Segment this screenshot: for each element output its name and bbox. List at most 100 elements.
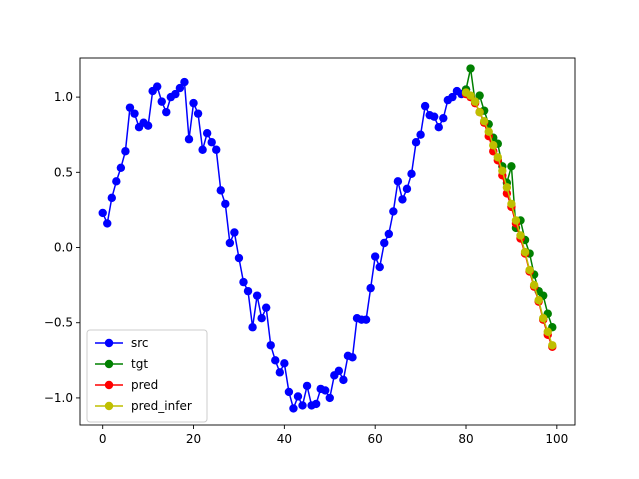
x-tick-label: 100: [545, 432, 568, 446]
data-point-src: [416, 130, 425, 139]
data-point-pred_infer: [516, 231, 525, 240]
x-tick-label: 0: [99, 432, 107, 446]
data-point-pred_infer: [466, 91, 475, 100]
data-point-src: [125, 103, 135, 112]
data-point-src: [193, 109, 203, 118]
data-point-src: [334, 366, 344, 376]
data-point-pred_infer: [539, 314, 548, 323]
data-point-src: [325, 393, 334, 403]
data-point-src: [130, 109, 139, 118]
data-point-src: [370, 252, 380, 261]
x-tick-label: 40: [277, 432, 292, 446]
data-point-pred_infer: [543, 327, 552, 336]
data-point-src: [448, 92, 457, 102]
data-point-src: [398, 195, 407, 204]
data-point-src: [375, 262, 384, 272]
y-tick-label: 1.0: [54, 90, 73, 104]
data-point-src: [384, 229, 394, 239]
data-point-pred_infer: [489, 141, 498, 150]
data-point-src: [361, 315, 371, 324]
data-point-src: [407, 169, 416, 179]
x-tick-label: 60: [368, 432, 383, 446]
data-point-src: [293, 392, 303, 401]
legend-item-pred_infer: pred_infer: [95, 399, 192, 413]
x-tick-label: 20: [186, 432, 201, 446]
data-point-src: [252, 291, 262, 300]
data-point-src: [225, 238, 235, 248]
legend-item-tgt: tgt: [95, 357, 148, 371]
data-point-src: [175, 83, 185, 93]
legend-label: pred: [131, 378, 158, 392]
data-point-src: [180, 77, 189, 87]
legend: src tgt pred pred_infer: [86, 329, 208, 423]
data-point-src: [261, 303, 271, 312]
plot-frame: [79, 57, 576, 426]
y-tick-label: 0.5: [54, 165, 73, 179]
data-point-src: [198, 145, 207, 154]
legend-item-pred: pred: [95, 378, 158, 392]
data-point-src: [121, 147, 130, 156]
legend-swatch-marker: [104, 338, 114, 348]
data-point-src: [321, 386, 330, 395]
data-point-src: [234, 253, 244, 263]
data-point-src: [339, 375, 348, 385]
data-point-src: [162, 107, 171, 117]
data-point-src: [402, 184, 412, 194]
y-tick-label: 0.0: [54, 241, 73, 255]
legend-swatch-marker: [104, 359, 114, 369]
data-point-src: [248, 323, 257, 332]
data-point-src: [289, 404, 298, 413]
data-point-src: [153, 82, 162, 91]
legend-label: src: [131, 336, 149, 350]
data-point-src: [221, 199, 230, 209]
data-point-src: [207, 138, 216, 147]
plot-layer: [98, 64, 557, 413]
data-point-src: [302, 381, 312, 391]
data-point-src: [298, 401, 307, 410]
data-point-src: [171, 89, 180, 99]
data-point-src: [157, 97, 166, 106]
data-point-tgt: [466, 64, 475, 73]
data-point-src: [271, 356, 280, 365]
data-point-src: [430, 112, 439, 121]
data-point-src: [112, 177, 121, 186]
data-point-src: [98, 208, 107, 218]
data-point-pred_infer: [511, 216, 521, 225]
data-point-pred_infer: [470, 97, 480, 106]
data-point-pred_infer: [479, 116, 489, 126]
data-point-src: [434, 122, 443, 132]
data-point-src: [311, 399, 321, 409]
data-point-src: [366, 283, 375, 293]
data-point-src: [202, 129, 212, 138]
data-point-pred_infer: [498, 166, 507, 176]
data-point-src: [212, 145, 221, 154]
y-tick-label: −0.5: [44, 316, 73, 330]
legend-swatch-marker: [104, 401, 114, 411]
data-point-pred_infer: [507, 199, 516, 209]
x-tick-label: 80: [458, 432, 473, 446]
data-point-src: [439, 113, 448, 123]
data-point-src: [189, 98, 198, 108]
data-point-pred_infer: [548, 341, 557, 350]
data-point-src: [107, 193, 116, 203]
data-point-src: [257, 314, 266, 323]
data-point-src: [116, 163, 126, 172]
data-point-src: [230, 228, 239, 237]
data-point-pred_infer: [525, 265, 534, 275]
data-point-pred_infer: [502, 183, 512, 192]
data-point-src: [348, 353, 357, 362]
data-point-tgt: [507, 162, 516, 171]
series-pred_infer: [461, 88, 557, 350]
data-point-src: [411, 138, 421, 147]
legend-swatch-marker: [104, 380, 114, 390]
data-point-src: [143, 121, 153, 130]
axes-layer: 0 20 40 60 80 100 −1.0 −0.5 0.0 0.5 1.0: [44, 90, 568, 446]
y-tick-label: −1.0: [44, 391, 73, 405]
data-point-src: [266, 341, 275, 350]
data-point-src: [389, 207, 398, 216]
data-point-src: [103, 219, 112, 228]
legend-item-src: src: [95, 336, 149, 350]
data-point-pred_infer: [475, 107, 484, 117]
data-point-pred_infer: [534, 295, 543, 305]
data-point-src: [275, 368, 285, 377]
